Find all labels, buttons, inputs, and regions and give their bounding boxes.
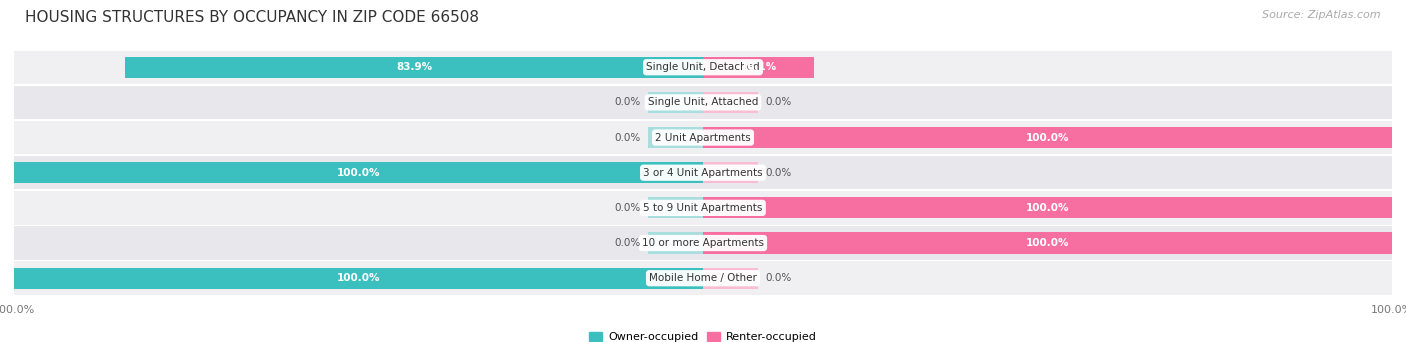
Text: 100.0%: 100.0% xyxy=(337,168,380,178)
Text: 16.1%: 16.1% xyxy=(741,62,776,72)
Bar xyxy=(14,162,703,183)
Text: 10 or more Apartments: 10 or more Apartments xyxy=(643,238,763,248)
Legend: Owner-occupied, Renter-occupied: Owner-occupied, Renter-occupied xyxy=(585,328,821,342)
Bar xyxy=(14,262,1392,295)
Bar xyxy=(703,268,758,289)
Text: 100.0%: 100.0% xyxy=(1026,133,1069,143)
Text: 5 to 9 Unit Apartments: 5 to 9 Unit Apartments xyxy=(644,203,762,213)
Bar xyxy=(14,191,1392,225)
Text: 100.0%: 100.0% xyxy=(1026,238,1069,248)
Bar xyxy=(648,92,703,113)
Bar xyxy=(703,197,1392,219)
Text: 0.0%: 0.0% xyxy=(614,97,641,107)
Text: 0.0%: 0.0% xyxy=(614,203,641,213)
Text: 0.0%: 0.0% xyxy=(765,168,792,178)
Bar xyxy=(648,127,703,148)
Text: 3 or 4 Unit Apartments: 3 or 4 Unit Apartments xyxy=(643,168,763,178)
Bar xyxy=(703,233,1392,253)
Text: 100.0%: 100.0% xyxy=(1026,203,1069,213)
Bar xyxy=(703,92,758,113)
Text: 83.9%: 83.9% xyxy=(396,62,432,72)
Bar xyxy=(14,86,1392,119)
Bar xyxy=(14,226,1392,260)
Bar xyxy=(14,268,703,289)
Text: 100.0%: 100.0% xyxy=(337,273,380,283)
Bar xyxy=(703,57,814,78)
Text: Single Unit, Attached: Single Unit, Attached xyxy=(648,97,758,107)
Bar xyxy=(14,121,1392,154)
Bar xyxy=(125,57,703,78)
Text: Mobile Home / Other: Mobile Home / Other xyxy=(650,273,756,283)
Text: 0.0%: 0.0% xyxy=(614,238,641,248)
Text: 0.0%: 0.0% xyxy=(765,97,792,107)
Bar xyxy=(648,197,703,219)
Text: 2 Unit Apartments: 2 Unit Apartments xyxy=(655,133,751,143)
Bar xyxy=(648,233,703,253)
Bar xyxy=(703,127,1392,148)
Text: Source: ZipAtlas.com: Source: ZipAtlas.com xyxy=(1263,10,1381,20)
Bar xyxy=(14,156,1392,189)
Text: 0.0%: 0.0% xyxy=(765,273,792,283)
Bar xyxy=(703,162,758,183)
Text: Single Unit, Detached: Single Unit, Detached xyxy=(647,62,759,72)
Bar xyxy=(14,51,1392,84)
Text: HOUSING STRUCTURES BY OCCUPANCY IN ZIP CODE 66508: HOUSING STRUCTURES BY OCCUPANCY IN ZIP C… xyxy=(25,10,479,25)
Text: 0.0%: 0.0% xyxy=(614,133,641,143)
